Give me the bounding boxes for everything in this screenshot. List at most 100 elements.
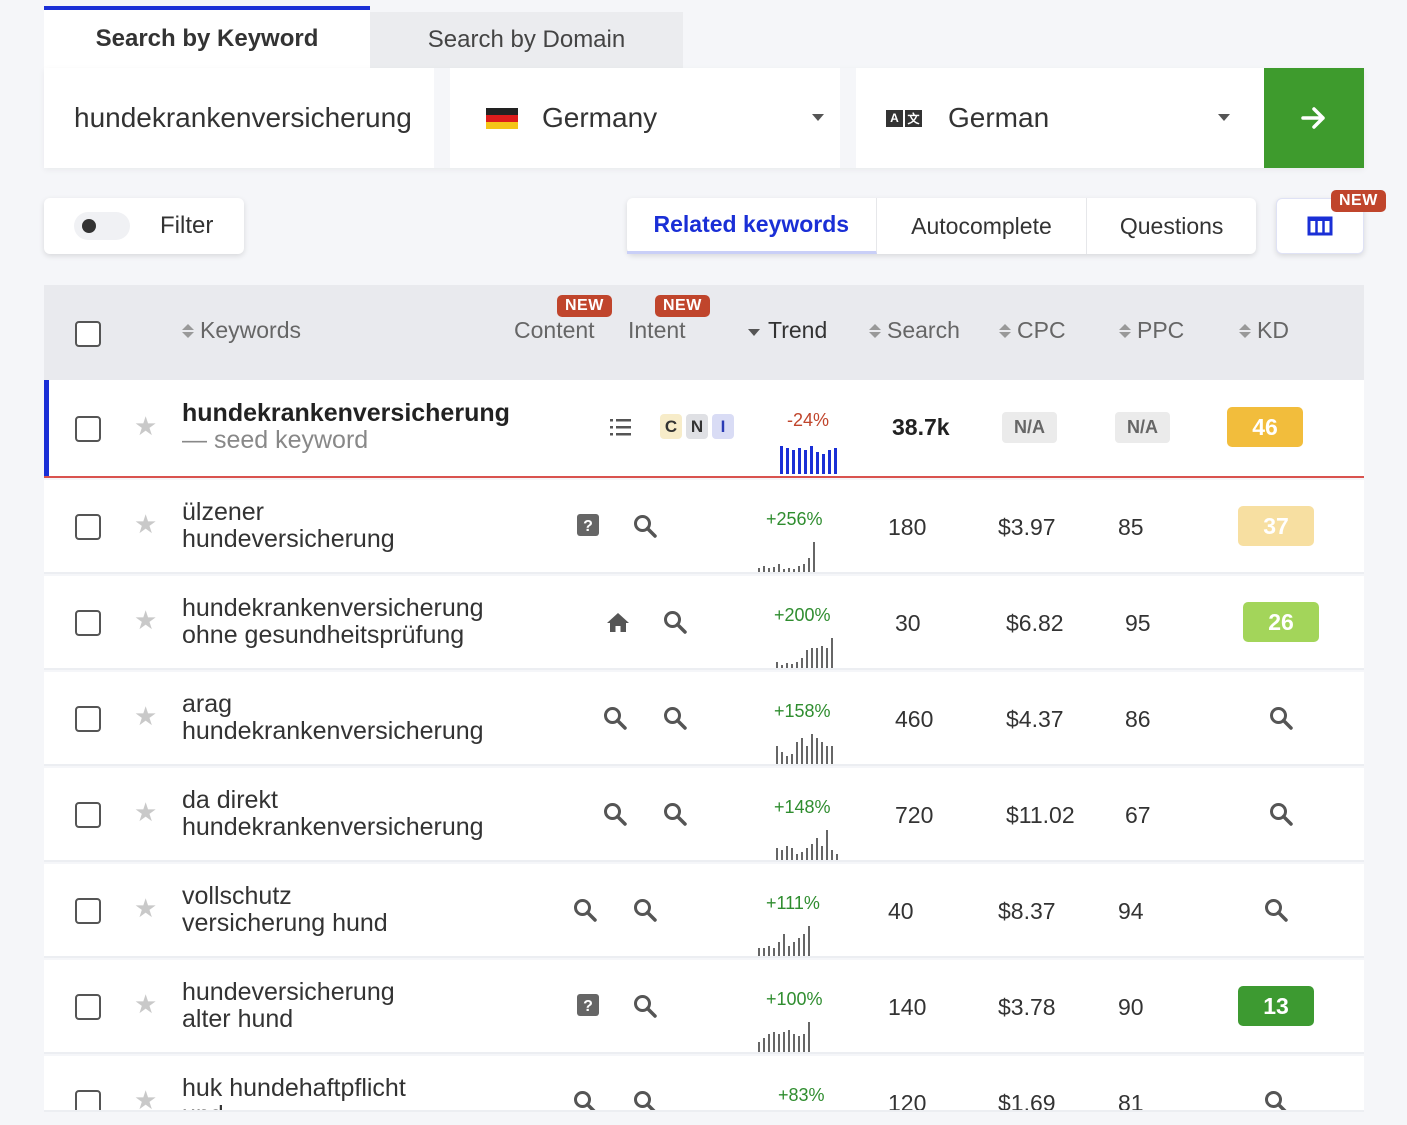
table-row[interactable]: ★ hundeversicherung alter hund ? +100% 1… bbox=[44, 960, 1364, 1054]
toggle-switch[interactable] bbox=[74, 212, 130, 240]
arrow-right-icon bbox=[1301, 107, 1325, 129]
kd-search-icon[interactable] bbox=[1268, 801, 1294, 827]
star-icon[interactable]: ★ bbox=[134, 893, 158, 923]
trend-percent: +111% bbox=[766, 893, 820, 913]
search-icon[interactable] bbox=[572, 897, 598, 923]
search-volume: 30 bbox=[895, 610, 921, 636]
ppc-value: 81 bbox=[1118, 1090, 1144, 1112]
search-icon[interactable] bbox=[572, 1089, 598, 1112]
search-icon[interactable] bbox=[602, 705, 628, 731]
table-row[interactable]: ★ huk hundehaftpflicht und +83% 120 $1.6… bbox=[44, 1056, 1364, 1112]
search-icon[interactable] bbox=[662, 609, 688, 635]
spark-bar bbox=[808, 558, 810, 572]
kd-badge: 37 bbox=[1238, 506, 1314, 546]
keyword-cell[interactable]: da direkt hundekrankenversicherung bbox=[182, 787, 484, 841]
select-all-checkbox[interactable] bbox=[75, 321, 101, 347]
ppc-value: 67 bbox=[1125, 802, 1151, 828]
search-icon[interactable] bbox=[632, 1089, 658, 1112]
table-row[interactable]: ★ arag hundekrankenversicherung +158% 46… bbox=[44, 672, 1364, 766]
table-row[interactable]: ★ da direkt hundekrankenversicherung +14… bbox=[44, 768, 1364, 862]
spark-bar bbox=[786, 663, 788, 668]
keyword-input[interactable]: hundekrankenversicherung bbox=[74, 102, 412, 133]
search-icon[interactable] bbox=[602, 801, 628, 827]
spark-bar bbox=[786, 846, 788, 860]
table-row[interactable]: ★ hundekrankenversicherung ohne gesundhe… bbox=[44, 576, 1364, 670]
keyword-cell[interactable]: hundekrankenversicherung — seed keyword bbox=[182, 400, 510, 454]
col-kd[interactable]: KD bbox=[1239, 317, 1289, 344]
spark-bar bbox=[834, 448, 837, 474]
keyword-cell[interactable]: huk hundehaftpflicht und bbox=[182, 1075, 406, 1113]
col-search-label: Search bbox=[887, 317, 960, 343]
col-trend[interactable]: Trend bbox=[748, 317, 827, 344]
tab-autocomplete[interactable]: Autocomplete bbox=[877, 198, 1088, 254]
kd-search-icon[interactable] bbox=[1263, 1089, 1289, 1112]
table-row[interactable]: ★ ülzener hundeversicherung ? +256% 180 … bbox=[44, 480, 1364, 574]
spark-bar bbox=[783, 934, 785, 956]
tab-search-by-keyword[interactable]: Search by Keyword bbox=[44, 6, 370, 68]
keyword-cell[interactable]: vollschutz versicherung hund bbox=[182, 883, 388, 937]
star-icon[interactable]: ★ bbox=[134, 411, 158, 441]
row-checkbox[interactable] bbox=[75, 802, 101, 828]
spark-bar bbox=[816, 452, 819, 474]
spark-bar bbox=[821, 646, 823, 668]
star-icon[interactable]: ★ bbox=[134, 989, 158, 1019]
star-icon[interactable]: ★ bbox=[134, 701, 158, 731]
keyword-line-2: hundekrankenversicherung bbox=[182, 717, 484, 745]
col-kd-label: KD bbox=[1257, 317, 1289, 343]
ppc-value: 86 bbox=[1125, 706, 1151, 732]
col-search[interactable]: Search bbox=[869, 317, 960, 344]
spark-bar bbox=[781, 752, 783, 764]
row-divider bbox=[44, 572, 1364, 574]
ppc-value: 90 bbox=[1118, 994, 1144, 1020]
trend-sparkline bbox=[776, 636, 833, 668]
tab-search-by-domain[interactable]: Search by Domain bbox=[370, 12, 683, 68]
table-row[interactable]: ★ vollschutz versicherung hund +111% 40 … bbox=[44, 864, 1364, 958]
spark-bar bbox=[776, 848, 778, 860]
search-icon[interactable] bbox=[632, 993, 658, 1019]
spark-bar bbox=[793, 942, 795, 956]
star-icon[interactable]: ★ bbox=[134, 605, 158, 635]
svg-text:?: ? bbox=[583, 998, 593, 1015]
germany-flag-icon bbox=[486, 107, 518, 129]
kd-search-icon[interactable] bbox=[1263, 897, 1289, 923]
search-icon[interactable] bbox=[632, 897, 658, 923]
filter-toggle[interactable]: Filter bbox=[44, 198, 244, 254]
row-checkbox[interactable] bbox=[75, 898, 101, 924]
keyword-cell[interactable]: hundekrankenversicherung ohne gesundheit… bbox=[182, 595, 484, 649]
search-submit-button[interactable] bbox=[1264, 68, 1364, 168]
star-icon[interactable]: ★ bbox=[134, 1085, 158, 1112]
tab-questions[interactable]: Questions bbox=[1119, 212, 1224, 239]
row-checkbox[interactable] bbox=[75, 610, 101, 636]
country-select[interactable]: Germany bbox=[450, 68, 840, 168]
trend-sparkline bbox=[780, 442, 837, 474]
row-checkbox[interactable] bbox=[75, 706, 101, 732]
star-icon[interactable]: ★ bbox=[134, 509, 158, 539]
keyword-cell[interactable]: arag hundekrankenversicherung bbox=[182, 691, 484, 745]
table-header: Keywords NEW Content NEW Intent Trend Se… bbox=[44, 285, 1364, 380]
sort-icon bbox=[869, 323, 881, 338]
spark-bar bbox=[813, 542, 815, 572]
search-icon[interactable] bbox=[632, 513, 658, 539]
spark-bar bbox=[828, 450, 831, 474]
row-checkbox[interactable] bbox=[75, 1090, 101, 1112]
col-ppc[interactable]: PPC bbox=[1119, 317, 1184, 344]
row-checkbox[interactable] bbox=[75, 416, 101, 442]
col-keywords[interactable]: Keywords bbox=[182, 317, 301, 344]
keyword-line-1: vollschutz bbox=[182, 882, 292, 910]
search-icon[interactable] bbox=[662, 705, 688, 731]
table-row-seed[interactable]: ★ hundekrankenversicherung — seed keywor… bbox=[44, 380, 1364, 478]
search-icon[interactable] bbox=[662, 801, 688, 827]
row-checkbox[interactable] bbox=[75, 994, 101, 1020]
spark-bar bbox=[806, 848, 808, 860]
kd-badge: 13 bbox=[1238, 986, 1314, 1026]
kd-search-icon[interactable] bbox=[1268, 705, 1294, 731]
star-icon[interactable]: ★ bbox=[134, 797, 158, 827]
row-checkbox[interactable] bbox=[75, 514, 101, 540]
col-cpc[interactable]: CPC bbox=[999, 317, 1066, 344]
keyword-cell[interactable]: ülzener hundeversicherung bbox=[182, 499, 395, 553]
trend-sparkline bbox=[758, 924, 810, 956]
keyword-cell[interactable]: hundeversicherung alter hund bbox=[182, 979, 395, 1033]
tab-related-keywords[interactable]: Related keywords bbox=[627, 198, 877, 254]
